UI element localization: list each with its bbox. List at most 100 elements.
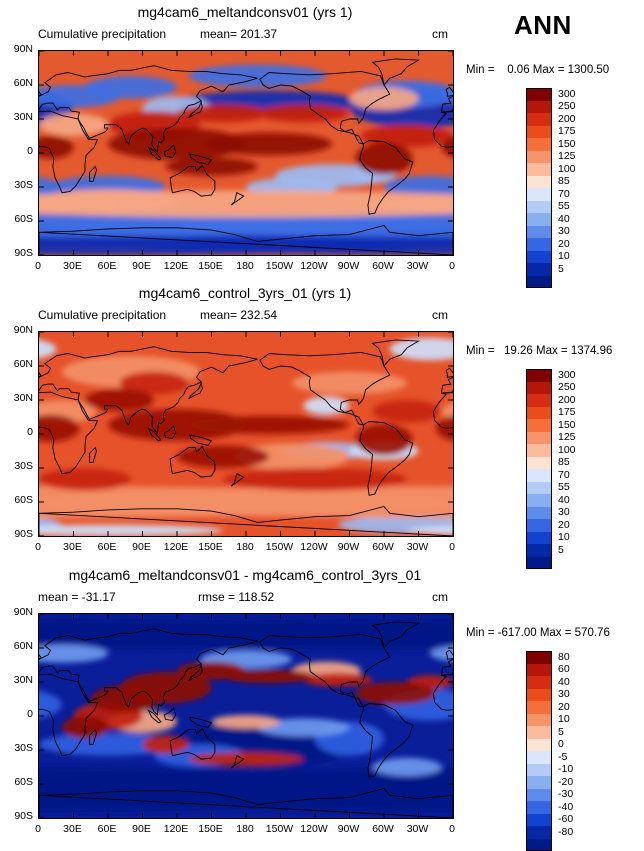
colorbar-label: 40 [558, 676, 570, 688]
lon-tick-label: 0 [432, 541, 472, 553]
colorbar-label: -20 [558, 776, 573, 788]
min-max-readout: Min = 0.06 Max = 1300.50 [466, 64, 609, 76]
lat-tick-label: 60S [3, 494, 33, 506]
colorbar-label: 150 [558, 419, 576, 431]
colorbar-swatch [526, 689, 552, 702]
field-region [223, 670, 315, 684]
field-region [206, 133, 333, 156]
precipitation-map [38, 50, 454, 256]
colorbar-swatch [526, 664, 552, 677]
colorbar-swatch [526, 276, 552, 289]
lat-tick-label: 90N [3, 43, 33, 55]
map-canvas [39, 332, 453, 536]
colorbar-swatch [526, 651, 552, 664]
colorbar-swatch [526, 432, 552, 445]
lat-tick-label: 60S [3, 213, 33, 225]
field-region [189, 752, 304, 766]
colorbar-label: 250 [558, 100, 576, 112]
colorbar-label: 0 [558, 738, 564, 750]
colorbar-label: 125 [558, 431, 576, 443]
colorbar-label: 5 [558, 726, 564, 738]
field-region [189, 65, 327, 88]
colorbar-label: -30 [558, 788, 573, 800]
precipitation-map [38, 331, 454, 537]
colorbar-label: 30 [558, 225, 570, 237]
lat-tick-label: 90S [3, 810, 33, 822]
colorbar-label: 10 [558, 531, 570, 543]
colorbar-label: 200 [558, 113, 576, 125]
lat-tick-label: 60N [3, 358, 33, 370]
lat-tick-label: 90N [3, 324, 33, 336]
colorbar-swatch [526, 532, 552, 545]
colorbar-label: -60 [558, 813, 573, 825]
panel-center-label: mean= 201.37 [200, 27, 277, 41]
colorbar-swatch [526, 88, 552, 101]
colorbar-swatch [526, 726, 552, 739]
colorbar-swatch [526, 776, 552, 789]
colorbar-swatch [526, 457, 552, 470]
colorbar-label: 80 [558, 651, 570, 663]
lat-tick-label: 30S [3, 742, 33, 754]
colorbar-label: 300 [558, 88, 576, 100]
lat-tick-label: 90S [3, 528, 33, 540]
field-region [177, 445, 269, 468]
colorbar-swatch [526, 826, 552, 839]
colorbar-swatch [526, 839, 552, 851]
colorbar-label: 200 [558, 394, 576, 406]
colorbar [526, 88, 552, 288]
lat-tick-label: 60N [3, 640, 33, 652]
colorbar-swatch [526, 163, 552, 176]
colorbar-label: -5 [558, 751, 567, 763]
colorbar-label: 20 [558, 519, 570, 531]
colorbar-label: 70 [558, 188, 570, 200]
lat-tick-label: 30S [3, 179, 33, 191]
precipitation-map [38, 613, 454, 819]
colorbar-label: 40 [558, 494, 570, 506]
colorbar-label: -80 [558, 826, 573, 838]
field-region [258, 104, 350, 122]
colorbar [526, 369, 552, 569]
colorbar-label: 30 [558, 506, 570, 518]
lon-tick-label: 0 [432, 823, 472, 835]
min-max-readout: Min = -617.00 Max = 570.76 [466, 627, 610, 639]
field-region [373, 400, 442, 423]
panel-center-label: mean= 232.54 [200, 308, 277, 322]
colorbar-label: 20 [558, 238, 570, 250]
colorbar-label: 175 [558, 406, 576, 418]
colorbar-label: 100 [558, 163, 576, 175]
field-region [189, 416, 350, 434]
colorbar-label: 40 [558, 213, 570, 225]
colorbar-swatch [526, 557, 552, 570]
colorbar-swatch [526, 369, 552, 382]
lat-tick-label: 60S [3, 776, 33, 788]
field-region [39, 468, 131, 491]
field-region [39, 189, 177, 212]
field-region [355, 682, 436, 705]
lon-tick-label: 0 [432, 260, 472, 272]
lat-tick-label: 0 [3, 426, 33, 438]
colorbar-swatch [526, 789, 552, 802]
panel-unit-label: cm [432, 590, 448, 604]
colorbar-label: 60 [558, 663, 570, 675]
lat-tick-label: 30N [3, 111, 33, 123]
field-region [39, 113, 108, 136]
colorbar-label: 175 [558, 125, 576, 137]
colorbar-swatch [526, 494, 552, 507]
panel-left-label: mean = -31.17 [38, 590, 116, 604]
colorbar-swatch [526, 176, 552, 189]
colorbar-swatch [526, 126, 552, 139]
colorbar-swatch [526, 151, 552, 164]
field-region [212, 715, 281, 729]
lat-tick-label: 30N [3, 674, 33, 686]
field-region [177, 104, 269, 122]
lat-tick-label: 60N [3, 77, 33, 89]
colorbar-swatch [526, 469, 552, 482]
lat-tick-label: 90S [3, 247, 33, 259]
panel-unit-label: cm [432, 308, 448, 322]
panel-left-label: Cumulative precipitation [38, 308, 166, 322]
colorbar-swatch [526, 751, 552, 764]
colorbar-swatch [526, 801, 552, 814]
colorbar-label: 85 [558, 456, 570, 468]
colorbar-label: -10 [558, 763, 573, 775]
colorbar-swatch [526, 519, 552, 532]
